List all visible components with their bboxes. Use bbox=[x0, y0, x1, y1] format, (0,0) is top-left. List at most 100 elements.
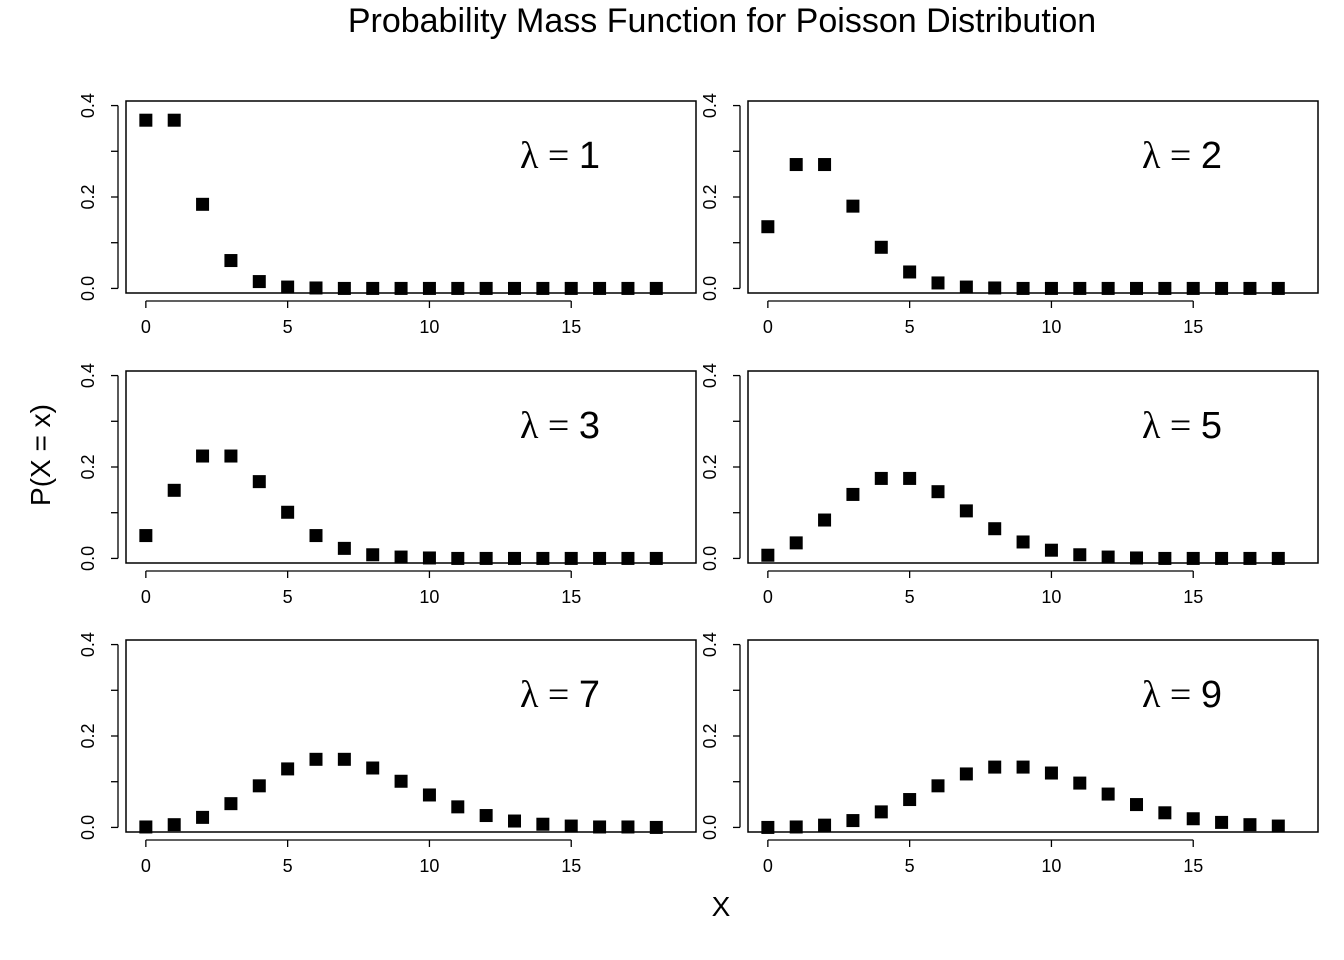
data-point bbox=[593, 551, 607, 565]
data-point bbox=[846, 199, 860, 213]
x-tick-label: 0 bbox=[763, 317, 773, 337]
data-point bbox=[846, 487, 860, 501]
data-point bbox=[451, 800, 465, 814]
data-point bbox=[451, 281, 465, 295]
y-tick-label: 0.2 bbox=[700, 184, 720, 209]
data-point bbox=[281, 762, 295, 776]
data-point bbox=[1130, 798, 1144, 812]
data-point bbox=[1243, 281, 1257, 295]
x-tick-label: 10 bbox=[419, 856, 439, 876]
panel-lambda-3: 0.0 0.2 0.4 0 5 10 15 λ = 3 bbox=[78, 363, 697, 607]
data-point bbox=[337, 541, 351, 555]
data-point bbox=[1158, 806, 1172, 820]
data-point bbox=[1186, 812, 1200, 826]
data-point bbox=[1271, 281, 1285, 295]
x-tick-label: 5 bbox=[905, 317, 915, 337]
data-point bbox=[1243, 818, 1257, 832]
data-point bbox=[139, 529, 153, 543]
data-point bbox=[281, 505, 295, 519]
data-point bbox=[1215, 281, 1229, 295]
x-tick-label: 5 bbox=[283, 317, 293, 337]
data-point bbox=[366, 761, 380, 775]
data-point bbox=[931, 276, 945, 290]
lambda-label: λ = 7 bbox=[520, 674, 600, 716]
data-point bbox=[789, 820, 803, 834]
data-point bbox=[564, 551, 578, 565]
plot-frame bbox=[747, 370, 1319, 564]
data-point bbox=[761, 220, 775, 234]
data-point bbox=[224, 449, 238, 463]
panel-lambda-2: 0.0 0.2 0.4 0 5 10 15 λ = 2 bbox=[700, 93, 1319, 337]
data-point bbox=[394, 774, 408, 788]
plot-frame bbox=[747, 639, 1319, 833]
panel-lambda-1: 0.0 0.2 0.4 0 5 10 15 λ = 1 bbox=[78, 93, 697, 337]
data-point bbox=[309, 752, 323, 766]
data-point bbox=[422, 281, 436, 295]
data-point bbox=[394, 281, 408, 295]
data-point bbox=[649, 281, 663, 295]
data-point bbox=[789, 536, 803, 550]
data-point bbox=[1243, 551, 1257, 565]
data-point bbox=[874, 471, 888, 485]
data-point bbox=[1130, 281, 1144, 295]
y-tick-label: 0.4 bbox=[78, 363, 98, 388]
data-point bbox=[1271, 551, 1285, 565]
data-point bbox=[451, 551, 465, 565]
data-point bbox=[1158, 551, 1172, 565]
lambda-label: λ = 2 bbox=[1142, 135, 1222, 177]
data-point bbox=[1073, 548, 1087, 562]
data-point bbox=[508, 814, 522, 828]
data-point bbox=[394, 550, 408, 564]
data-point bbox=[252, 275, 266, 289]
data-point bbox=[959, 280, 973, 294]
y-tick-label: 0.4 bbox=[700, 632, 720, 657]
lambda-value: 1 bbox=[579, 135, 600, 177]
data-point bbox=[649, 551, 663, 565]
lambda-label: λ = 5 bbox=[1142, 405, 1222, 447]
data-point bbox=[959, 767, 973, 781]
data-point bbox=[621, 820, 635, 834]
data-point bbox=[224, 254, 238, 268]
lambda-value: 5 bbox=[1201, 405, 1222, 447]
data-point bbox=[224, 797, 238, 811]
data-point bbox=[1101, 550, 1115, 564]
data-point bbox=[621, 551, 635, 565]
x-tick-label: 15 bbox=[1183, 856, 1203, 876]
data-point bbox=[621, 281, 635, 295]
lambda-value: 2 bbox=[1201, 135, 1222, 177]
data-point bbox=[1271, 819, 1285, 833]
x-tick-label: 10 bbox=[1041, 587, 1061, 607]
x-tick-label: 0 bbox=[141, 587, 151, 607]
data-point bbox=[167, 113, 181, 127]
data-point bbox=[337, 281, 351, 295]
x-tick-label: 15 bbox=[1183, 587, 1203, 607]
data-point bbox=[536, 817, 550, 831]
x-tick-label: 0 bbox=[763, 587, 773, 607]
x-tick-label: 5 bbox=[283, 587, 293, 607]
x-tick-label: 5 bbox=[905, 587, 915, 607]
data-point bbox=[1016, 281, 1030, 295]
x-tick-label: 10 bbox=[1041, 317, 1061, 337]
x-tick-label: 0 bbox=[763, 856, 773, 876]
data-point bbox=[564, 819, 578, 833]
data-point bbox=[508, 551, 522, 565]
data-point bbox=[1101, 281, 1115, 295]
data-point bbox=[1073, 281, 1087, 295]
data-point bbox=[931, 779, 945, 793]
data-point bbox=[593, 281, 607, 295]
data-point bbox=[1101, 787, 1115, 801]
lambda-value: 7 bbox=[579, 674, 600, 716]
x-tick-label: 15 bbox=[561, 317, 581, 337]
data-point bbox=[366, 548, 380, 562]
data-point bbox=[536, 551, 550, 565]
x-tick-label: 10 bbox=[419, 587, 439, 607]
panel-lambda-9: 0.0 0.2 0.4 0 5 10 15 λ = 9 bbox=[700, 632, 1319, 876]
y-tick-label: 0.2 bbox=[78, 723, 98, 748]
data-point bbox=[196, 810, 210, 824]
x-tick-label: 10 bbox=[1041, 856, 1061, 876]
panel-lambda-7: 0.0 0.2 0.4 0 5 10 15 λ = 7 bbox=[78, 632, 697, 876]
data-point bbox=[422, 551, 436, 565]
plot-frame bbox=[125, 100, 697, 294]
data-point bbox=[988, 522, 1002, 536]
y-axis-title: P(X = x) bbox=[25, 404, 56, 506]
